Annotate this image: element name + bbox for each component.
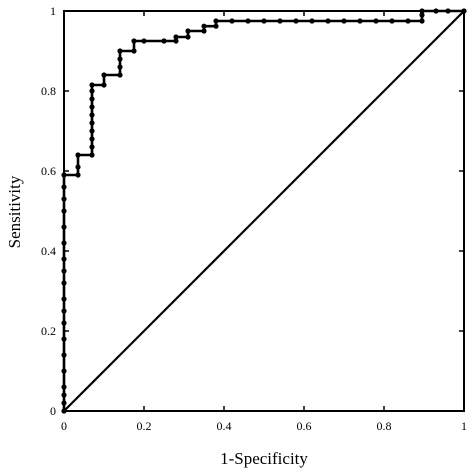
roc-point xyxy=(61,224,67,230)
roc-point xyxy=(131,48,137,54)
roc-point xyxy=(117,64,123,70)
roc-point xyxy=(445,8,451,14)
x-tick-labels: 0 0.2 0.4 0.6 0.8 1 xyxy=(61,419,467,433)
roc-point xyxy=(61,296,67,302)
y-tick-label: 0.4 xyxy=(41,244,56,258)
roc-point xyxy=(185,34,191,40)
y-tick-labels: 0 0.2 0.4 0.6 0.8 1 xyxy=(41,4,56,418)
y-tick-label: 0.6 xyxy=(41,164,56,178)
roc-point xyxy=(101,72,107,78)
roc-point xyxy=(75,152,81,158)
roc-point xyxy=(141,38,147,44)
roc-point xyxy=(419,12,425,18)
roc-point xyxy=(61,240,67,246)
x-tick-label: 0.6 xyxy=(297,419,312,433)
roc-point xyxy=(245,18,251,24)
roc-point xyxy=(173,38,179,44)
roc-point xyxy=(89,120,95,126)
roc-point xyxy=(325,18,331,24)
roc-point xyxy=(277,18,283,24)
roc-point xyxy=(89,144,95,150)
roc-point xyxy=(419,8,425,14)
roc-point xyxy=(185,28,191,34)
roc-point xyxy=(213,18,219,24)
roc-point xyxy=(89,82,95,88)
roc-point xyxy=(373,18,379,24)
roc-point xyxy=(89,128,95,134)
x-tick-label: 0.8 xyxy=(377,419,392,433)
roc-point xyxy=(61,384,67,390)
roc-point xyxy=(61,308,67,314)
roc-point xyxy=(61,352,67,358)
roc-point xyxy=(61,172,67,178)
roc-point xyxy=(357,18,363,24)
roc-point xyxy=(293,18,299,24)
roc-point xyxy=(213,23,219,29)
roc-point xyxy=(117,72,123,78)
roc-point xyxy=(101,82,107,88)
y-tick-label: 1 xyxy=(50,4,56,18)
roc-point xyxy=(201,28,207,34)
roc-point xyxy=(89,96,95,102)
x-tick-label: 0.4 xyxy=(217,419,232,433)
y-tick-label: 0.8 xyxy=(41,84,56,98)
roc-point xyxy=(261,18,267,24)
roc-point xyxy=(61,368,67,374)
reference-line xyxy=(63,10,465,412)
roc-point xyxy=(405,18,411,24)
y-axis-title: Sensitivity xyxy=(5,175,24,248)
roc-point xyxy=(89,152,95,158)
roc-point xyxy=(61,256,67,262)
roc-point xyxy=(61,184,67,190)
roc-point xyxy=(61,196,67,202)
x-tick-label: 0 xyxy=(61,419,67,433)
roc-point xyxy=(89,88,95,94)
roc-point xyxy=(61,400,67,406)
roc-point xyxy=(117,48,123,54)
x-tick-label: 0.2 xyxy=(137,419,152,433)
y-tick-label: 0 xyxy=(50,404,56,418)
x-tick-label: 1 xyxy=(461,419,467,433)
roc-point xyxy=(61,268,67,274)
roc-point xyxy=(89,136,95,142)
roc-point xyxy=(389,18,395,24)
roc-point xyxy=(75,172,81,178)
roc-point xyxy=(89,104,95,110)
roc-point xyxy=(61,320,67,326)
roc-point xyxy=(201,23,207,29)
roc-point xyxy=(173,34,179,40)
roc-point xyxy=(131,38,137,44)
roc-point xyxy=(61,208,67,214)
roc-point xyxy=(433,8,439,14)
roc-point xyxy=(61,392,67,398)
x-axis-title: 1-Specificity xyxy=(220,449,308,468)
y-tick-label: 0.2 xyxy=(41,324,56,338)
roc-point xyxy=(61,336,67,342)
roc-point xyxy=(75,164,81,170)
roc-point xyxy=(341,18,347,24)
roc-point xyxy=(229,18,235,24)
roc-point xyxy=(117,56,123,62)
roc-point xyxy=(89,112,95,118)
roc-point xyxy=(161,38,167,44)
roc-point xyxy=(309,18,315,24)
roc-point xyxy=(419,18,425,24)
plot-area xyxy=(61,8,467,414)
roc-point xyxy=(61,280,67,286)
